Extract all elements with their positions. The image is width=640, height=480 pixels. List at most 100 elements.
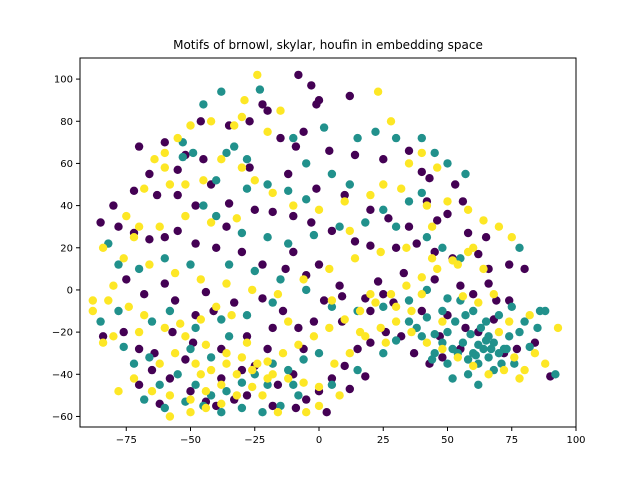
data-point [217,374,226,383]
data-point [284,239,293,248]
x-tick-label: −50 [180,435,201,446]
data-point [140,290,149,299]
data-point [458,338,468,347]
data-point [109,332,118,341]
data-point [461,169,470,179]
data-point [371,298,380,307]
data-point [160,233,169,242]
y-tick-label: −40 [52,370,73,381]
data-point [212,176,221,185]
data-point [366,190,375,200]
data-point [427,222,437,231]
data-point [430,148,439,158]
data-point [407,327,416,337]
data-point [242,338,252,347]
data-point [412,239,421,248]
data-point [114,222,123,231]
data-point [289,380,298,389]
data-point [469,306,478,316]
data-point [327,380,337,389]
data-point [381,338,390,347]
data-point [312,100,321,109]
x-axis: −75 −50 −25 0 25 50 75 100 [116,427,586,446]
data-point [471,351,480,360]
data-point [533,323,542,333]
data-point [155,380,164,389]
data-point [497,359,506,368]
data-point [330,359,339,368]
data-point [325,264,334,274]
data-point [345,91,354,101]
data-point [255,85,265,94]
data-point [191,323,200,333]
x-tick-label: 0 [316,435,322,446]
data-point [129,186,139,195]
data-point [361,218,370,227]
data-point [366,241,375,250]
data-point [391,317,401,326]
data-point [147,317,157,326]
data-point [345,384,354,394]
data-point [140,395,149,404]
data-point [206,353,216,362]
points-layer [88,70,563,421]
data-point [217,155,226,164]
data-point [515,327,524,337]
data-point [250,266,259,276]
data-point [340,197,349,206]
data-point [417,167,426,177]
data-point [353,344,362,354]
data-point [109,201,118,210]
data-point [250,176,259,185]
data-point [181,211,190,221]
data-point [494,222,504,231]
data-point [404,146,414,155]
data-point [474,380,483,389]
data-point [134,380,144,389]
data-point [98,338,108,347]
x-tick-label: 100 [566,435,585,446]
data-point [314,205,324,214]
data-point [170,296,180,305]
data-point [237,228,247,238]
data-point [230,142,239,151]
data-point [350,150,360,160]
data-point [376,323,385,333]
data-point [438,344,447,354]
data-point [417,332,426,341]
data-point [276,106,285,115]
data-point [196,275,205,284]
data-point [258,294,267,303]
data-point [173,165,182,174]
data-point [124,302,133,311]
data-point [237,378,247,387]
data-point [160,138,169,147]
data-point [222,349,231,358]
data-point [430,247,439,257]
data-point [505,317,514,326]
data-point [376,247,385,257]
y-tick-label: −60 [52,412,73,423]
data-point [284,365,293,375]
data-point [397,184,406,193]
data-point [430,349,439,358]
data-point [284,169,293,179]
data-point [481,233,491,242]
data-point [173,190,182,200]
data-point [433,163,442,172]
data-point [515,243,524,252]
data-point [505,332,514,341]
data-point [309,230,319,240]
data-point [291,142,301,151]
data-point [299,378,308,387]
data-point [366,306,375,316]
data-point [173,226,182,236]
data-point [515,374,524,383]
data-point [145,260,154,269]
data-point [541,306,550,316]
data-point [404,317,414,326]
data-point [248,365,257,375]
data-point [268,401,277,411]
data-point [525,342,534,352]
data-point [553,323,563,333]
